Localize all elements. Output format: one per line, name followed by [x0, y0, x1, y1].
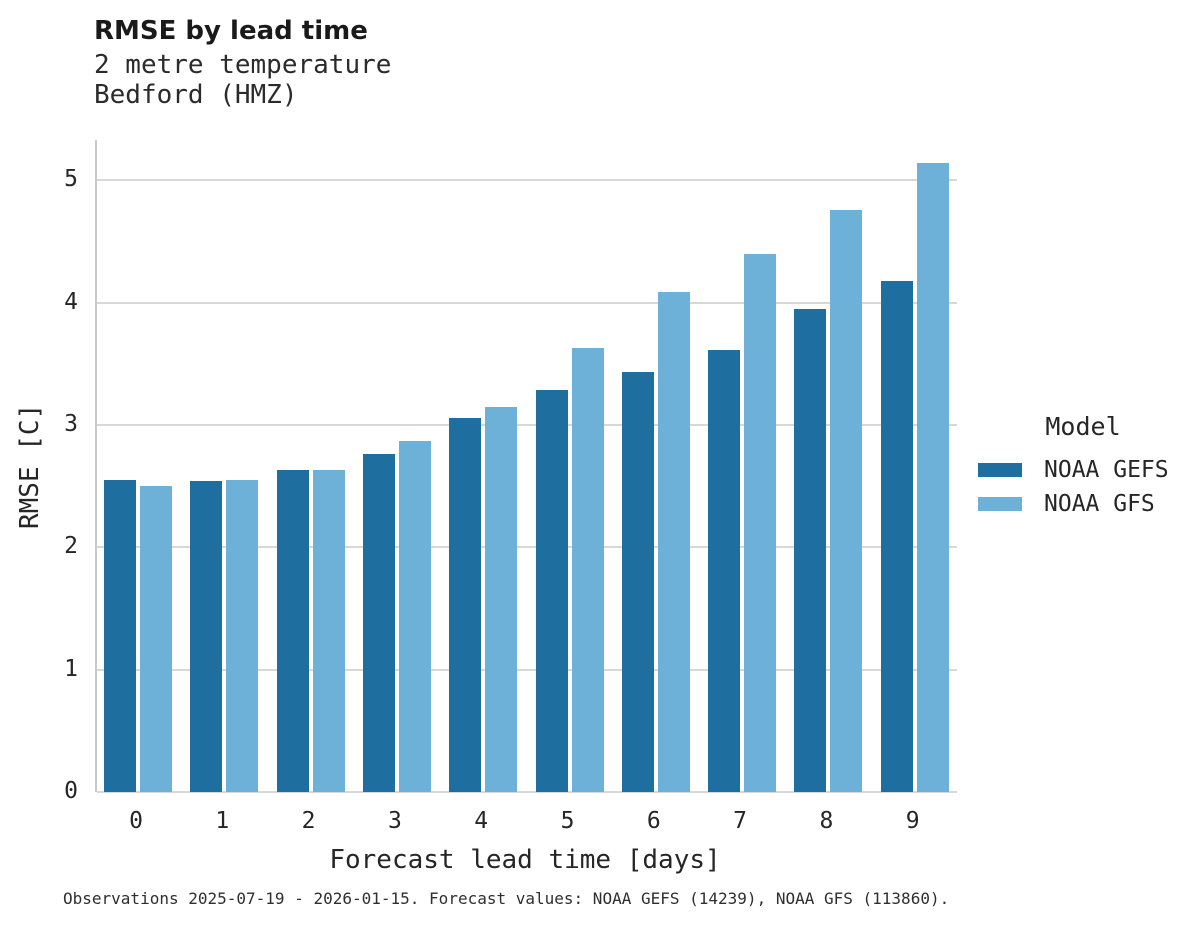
x-tick-label-5: 5: [560, 808, 575, 834]
x-tick-label-8: 8: [819, 808, 834, 834]
bar-noaa-gefs-day-5: [535, 389, 568, 792]
chart-title: RMSE by lead time: [94, 16, 368, 46]
legend-entry-noaa-gefs: NOAA GEFS: [978, 453, 1188, 487]
bar-noaa-gfs-day-3: [398, 440, 431, 792]
x-tick-label-0: 0: [129, 808, 143, 834]
y-tick-label-3: 3: [64, 411, 78, 438]
chart-subtitle-variable: 2 metre temperature: [94, 50, 392, 80]
legend-label: NOAA GFS: [1044, 491, 1155, 517]
bar-noaa-gfs-day-0: [140, 486, 172, 792]
x-tick-label-1: 1: [215, 808, 230, 834]
gridline-y-2: [97, 546, 957, 549]
bar-noaa-gfs-day-4: [485, 406, 518, 792]
x-tick-label-2: 2: [301, 808, 316, 834]
gridline-y-3: [97, 424, 957, 427]
legend-swatch-icon: [978, 497, 1022, 511]
y-tick-label-0: 0: [64, 778, 78, 804]
bar-noaa-gefs-day-1: [190, 481, 223, 792]
bar-noaa-gefs-day-6: [621, 372, 654, 792]
y-tick-label-1: 1: [64, 655, 78, 682]
y-tick-label-5: 5: [64, 166, 78, 193]
y-axis-label: RMSE [C]: [15, 403, 45, 529]
y-tick-label-4: 4: [64, 288, 78, 315]
y-tick-label-2: 2: [64, 533, 78, 560]
bar-noaa-gefs-day-2: [276, 470, 309, 792]
legend: Model NOAA GEFS NOAA GFS: [978, 412, 1188, 521]
x-tick-label-9: 9: [905, 808, 920, 834]
bar-noaa-gfs-day-8: [830, 209, 863, 792]
bar-noaa-gefs-day-8: [794, 308, 827, 792]
caption: Observations 2025-07-19 - 2026-01-15. Fo…: [63, 889, 950, 908]
legend-entry-noaa-gfs: NOAA GFS: [978, 487, 1188, 521]
gridline-y-5: [97, 179, 957, 182]
bar-noaa-gefs-day-7: [708, 350, 741, 792]
bar-noaa-gfs-day-9: [916, 163, 949, 792]
legend-title: Model: [1045, 412, 1121, 441]
bar-noaa-gefs-day-0: [104, 480, 136, 792]
chart-subtitle-station: Bedford (HMZ): [94, 80, 298, 110]
x-tick-label-3: 3: [387, 808, 402, 834]
legend-entries: NOAA GEFS NOAA GFS: [978, 453, 1188, 521]
legend-label: NOAA GEFS: [1044, 457, 1169, 483]
x-tick-label-7: 7: [733, 808, 748, 834]
x-tick-label-6: 6: [646, 808, 661, 834]
bar-noaa-gfs-day-7: [744, 253, 777, 792]
bar-noaa-gfs-day-2: [312, 470, 345, 792]
bar-noaa-gfs-day-6: [657, 291, 690, 792]
gridline-y-1: [97, 668, 957, 671]
x-tick-label-4: 4: [474, 808, 489, 834]
bar-noaa-gefs-day-3: [362, 454, 395, 792]
legend-swatch-icon: [978, 463, 1022, 477]
x-axis-label: Forecast lead time [days]: [329, 845, 721, 875]
bar-noaa-gfs-day-1: [226, 480, 259, 792]
plot-area: [95, 140, 957, 793]
bar-noaa-gfs-day-5: [571, 347, 604, 792]
bar-noaa-gefs-day-9: [880, 280, 913, 792]
gridline-y-0: [97, 791, 957, 793]
gridline-y-4: [97, 301, 957, 304]
bar-noaa-gefs-day-4: [449, 417, 482, 792]
